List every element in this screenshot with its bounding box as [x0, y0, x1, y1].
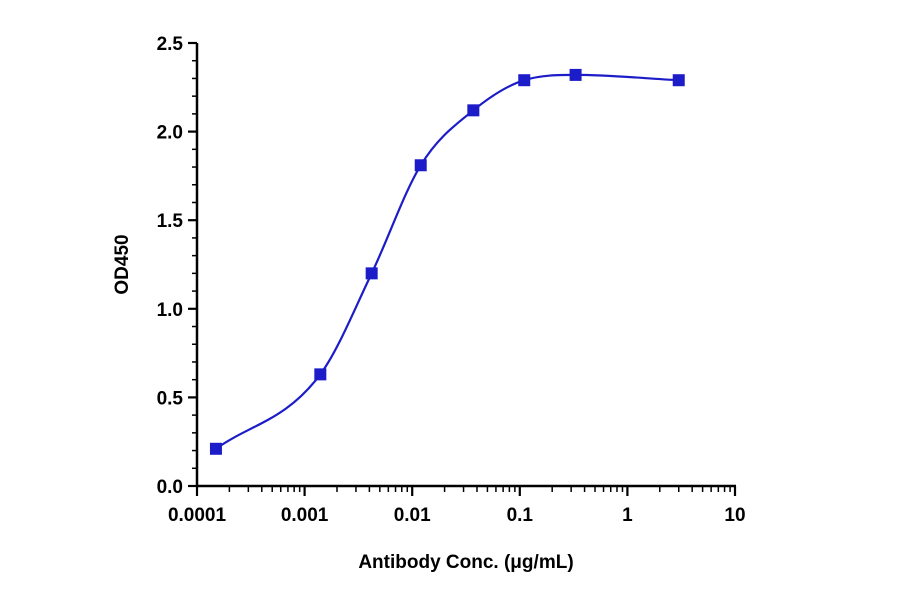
- fit-curve: [215, 73, 679, 450]
- data-point: [209, 442, 222, 455]
- x-tick-label: 0.001: [281, 505, 329, 526]
- data-point: [414, 159, 427, 172]
- y-tick-label: 0.5: [157, 388, 184, 409]
- data-point: [314, 368, 327, 381]
- y-ticks: 0.0 0.5 1.0 1.5 2.0 2.5: [157, 34, 197, 498]
- x-tick-label: 1: [622, 505, 633, 526]
- y-tick-label: 2.0: [157, 123, 183, 144]
- data-point: [365, 267, 378, 280]
- data-point: [467, 104, 480, 117]
- y-axis-title: OD450: [112, 234, 133, 294]
- x-ticks: 0.0001 0.001 0.01 0.1 1 10: [168, 486, 746, 526]
- data-point: [672, 74, 685, 87]
- y-tick-label: 1.5: [157, 211, 184, 232]
- y-tick-label: 0.0: [157, 477, 183, 498]
- data-point: [518, 74, 531, 87]
- x-axis-title: Antibody Conc. (μg/mL): [358, 552, 573, 573]
- axes: [195, 43, 736, 488]
- y-tick-label: 2.5: [157, 34, 184, 55]
- x-tick-label: 0.1: [507, 505, 534, 526]
- x-tick-label: 0.01: [394, 505, 431, 526]
- y-tick-label: 1.0: [157, 300, 183, 321]
- x-tick-label: 0.0001: [168, 505, 227, 526]
- data-point: [569, 68, 582, 81]
- x-tick-label: 10: [724, 505, 745, 526]
- data-points: [209, 68, 685, 455]
